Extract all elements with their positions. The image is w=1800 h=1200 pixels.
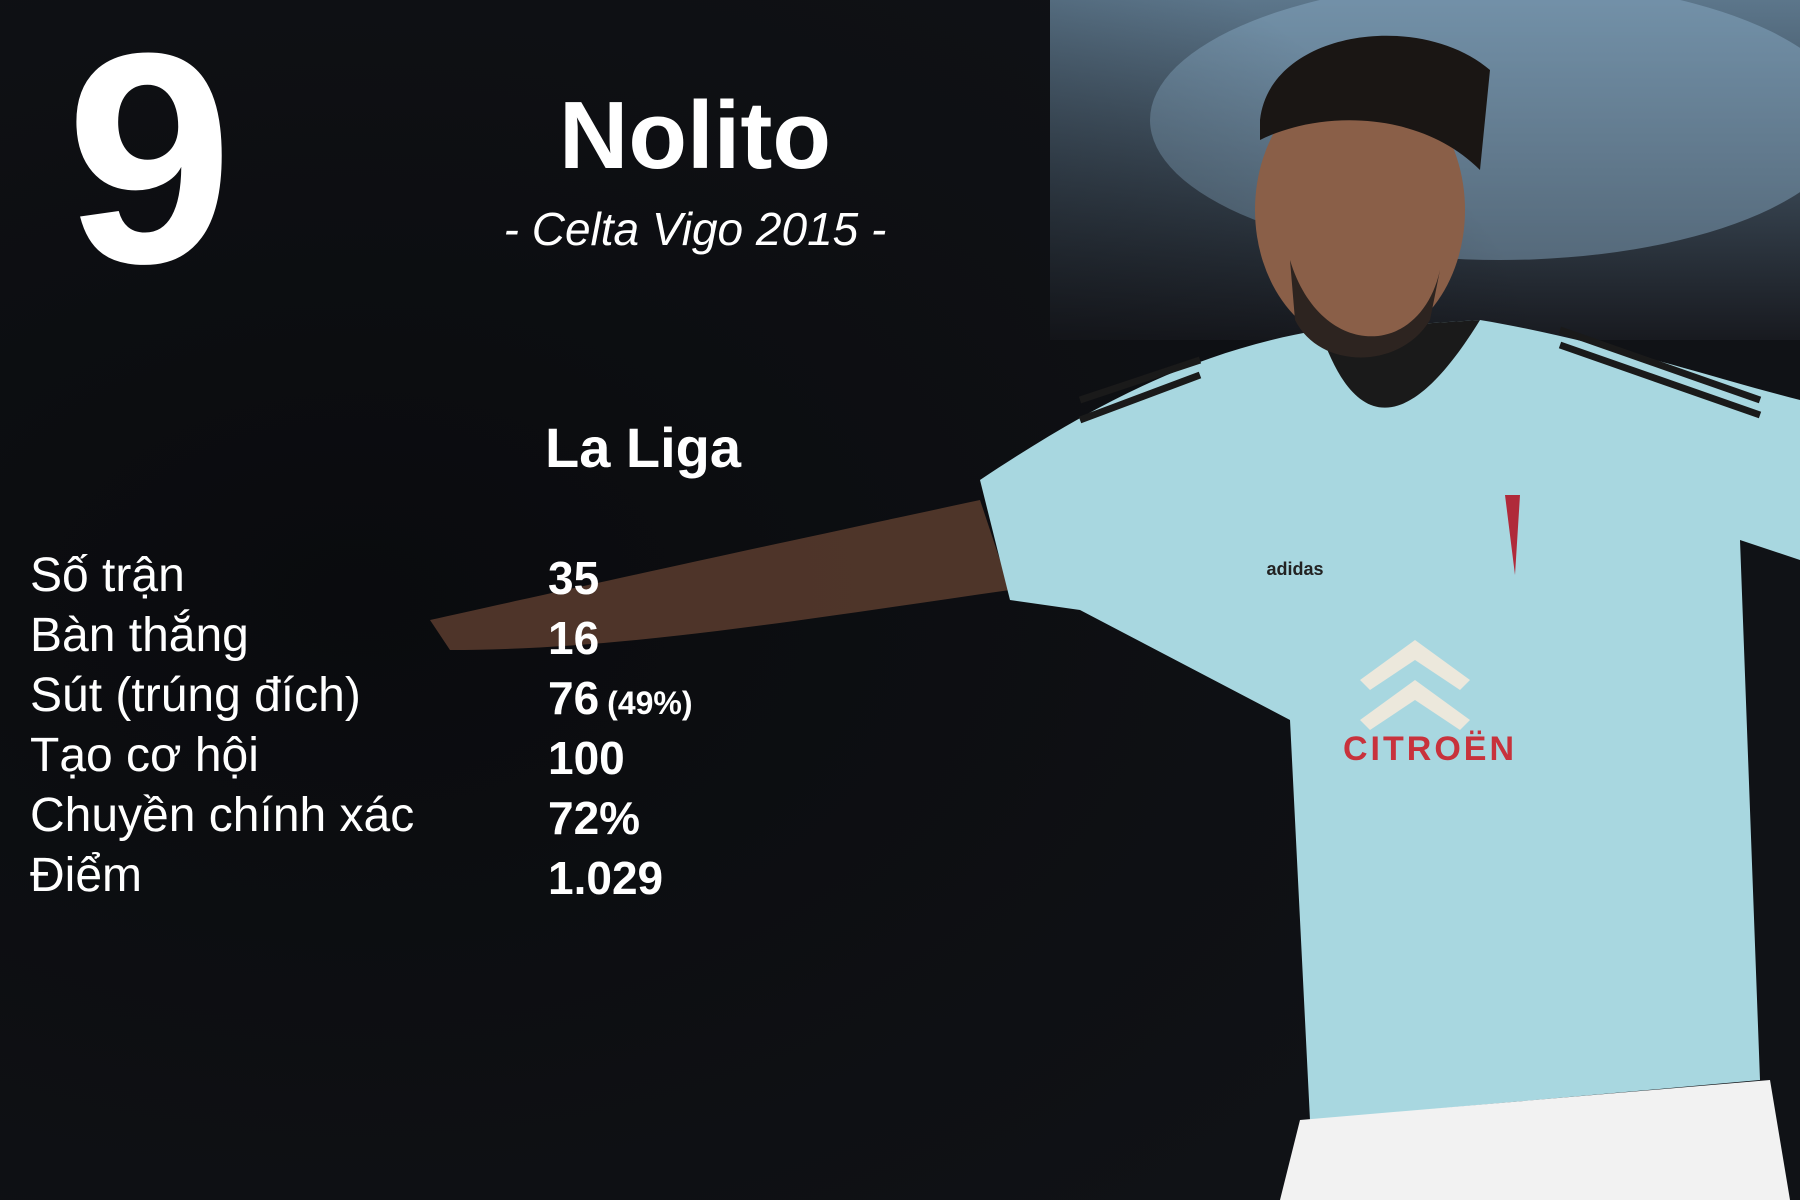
stat-row: Sút (trúng đích) 76 (49%) xyxy=(30,668,830,728)
rank-number: 9 xyxy=(66,0,233,326)
svg-text:CITROËN: CITROËN xyxy=(1343,730,1517,768)
stat-row: Điểm 1.029 xyxy=(30,848,830,908)
stat-value: 100 xyxy=(548,732,625,784)
stat-value: 72% xyxy=(548,792,641,844)
stat-label: Điểm xyxy=(30,849,143,902)
stat-row: Tạo cơ hội 100 xyxy=(30,728,830,788)
stat-value: 76 (49%) xyxy=(548,672,693,724)
player-name: Nolito xyxy=(559,82,831,189)
league-heading: La Liga xyxy=(545,416,742,479)
stat-value: 16 xyxy=(548,612,600,664)
stat-row: Số trận 35 xyxy=(30,548,830,608)
stats-table: Số trận 35 Bàn thắng 16 Sút (trúng đích)… xyxy=(30,548,830,908)
stat-row: Bàn thắng 16 xyxy=(30,608,830,668)
stat-value: 35 xyxy=(548,552,600,604)
stat-extra: (49%) xyxy=(607,685,693,721)
svg-text:adidas: adidas xyxy=(1266,559,1323,579)
stat-label: Bàn thắng xyxy=(30,609,249,662)
stat-label: Tạo cơ hội xyxy=(30,729,259,782)
stat-row: Chuyền chính xác 72% xyxy=(30,788,830,848)
stat-label: Số trận xyxy=(30,549,185,602)
stat-label: Sút (trúng đích) xyxy=(30,669,361,722)
stat-value: 1.029 xyxy=(548,852,664,904)
stat-label: Chuyền chính xác xyxy=(30,789,415,842)
player-subtitle: - Celta Vigo 2015 - xyxy=(503,203,887,255)
